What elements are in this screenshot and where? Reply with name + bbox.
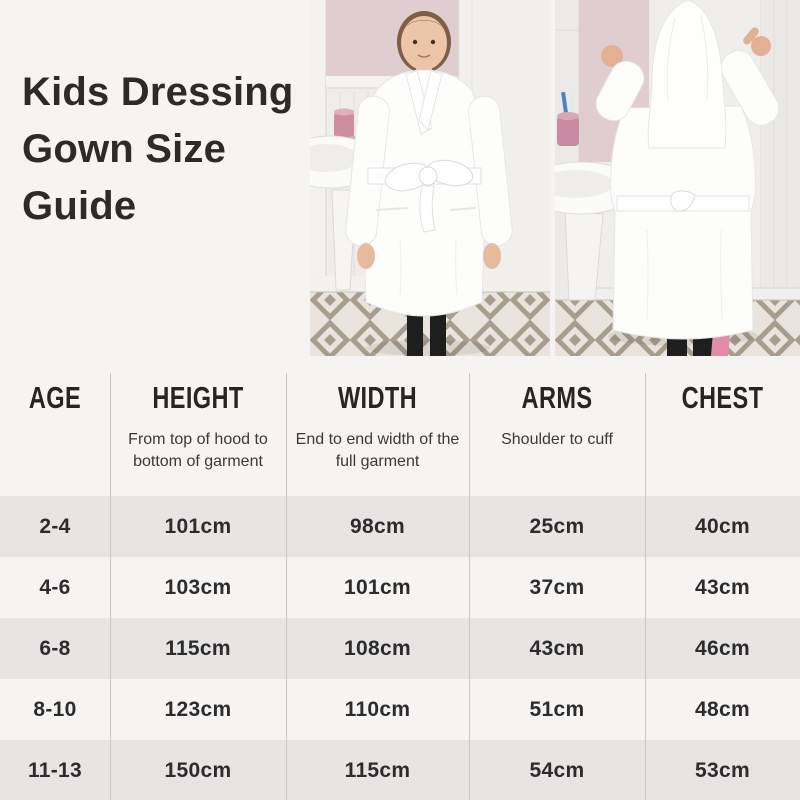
size-table-header: AGE HEIGHT From top of hood to bottom of… [0, 368, 800, 496]
hand-left [357, 243, 375, 269]
cell-chest: 48cm [695, 697, 750, 721]
title-line-3: Guide [22, 184, 137, 228]
column-header-chest: CHEST [645, 368, 800, 496]
cell-width: 98cm [350, 514, 405, 538]
sleeve-right-back [720, 50, 780, 126]
column-header-arms: ARMS Shoulder to cuff [469, 368, 645, 496]
hand-right [483, 243, 501, 269]
child-back [595, 0, 780, 356]
cell-height: 101cm [164, 514, 232, 538]
child-front [345, 11, 513, 356]
cell-height: 150cm [164, 758, 232, 782]
size-table-body: 2-4 101cm 98cm 25cm 40cm 4-6 103cm 101cm… [0, 496, 800, 800]
table-row-11-13: 11-13 150cm 115cm 54cm 53cm [0, 740, 800, 800]
column-divider [469, 373, 470, 800]
cell-arms: 54cm [529, 758, 585, 782]
cell-arms: 51cm [529, 697, 585, 721]
photo-back-view [555, 0, 800, 356]
collar-right [418, 70, 443, 132]
cell-height: 103cm [164, 575, 232, 599]
title-line-2: Gown Size [22, 127, 227, 171]
hood-up [647, 0, 727, 149]
cell-width: 101cm [344, 575, 411, 599]
cell-arms: 25cm [529, 514, 585, 538]
fist-left [601, 45, 623, 67]
column-header-height: HEIGHT From top of hood to bottom of gar… [110, 368, 286, 496]
column-subtitle-arms: Shoulder to cuff [501, 431, 613, 448]
hand-thumb-up [743, 27, 771, 56]
cell-arms: 37cm [529, 575, 585, 599]
belt-bow [367, 159, 482, 233]
robe-body-back [610, 105, 756, 340]
column-label-chest: CHEST [681, 380, 764, 415]
title-line-1: Kids Dressing [22, 70, 294, 114]
cell-height: 123cm [164, 697, 232, 721]
table-row-8-10: 8-10 123cm 110cm 51cm 48cm [0, 679, 800, 740]
column-divider [110, 373, 111, 800]
product-photos [310, 0, 800, 356]
cell-age: 11-13 [27, 758, 83, 782]
cell-width: 115cm [344, 758, 411, 782]
column-label-height: HEIGHT [152, 380, 244, 415]
column-subtitle-width: End to end width of the full garment [295, 431, 460, 470]
column-label-age: AGE [28, 380, 82, 415]
pink-slipper [711, 332, 730, 356]
column-subtitle-height: From top of hood to bottom of garment [128, 431, 268, 470]
cell-age: 6-8 [39, 636, 71, 660]
cell-height: 115cm [165, 636, 231, 660]
column-divider [286, 373, 287, 800]
cell-chest: 40cm [695, 514, 750, 538]
cell-age: 8-10 [33, 697, 77, 721]
table-row-2-4: 2-4 101cm 98cm 25cm 40cm [0, 496, 800, 557]
column-label-arms: ARMS [521, 380, 593, 415]
page-title: Kids Dressing Gown Size Guide [22, 64, 294, 235]
table-row-4-6: 4-6 103cm 101cm 37cm 43cm [0, 557, 800, 618]
column-header-width: WIDTH End to end width of the full garme… [286, 368, 469, 496]
cell-chest: 43cm [695, 575, 750, 599]
face [401, 16, 447, 70]
cell-arms: 43cm [529, 636, 585, 660]
toothbrush-cup [557, 89, 579, 146]
column-divider [645, 373, 646, 800]
legs-front [407, 308, 446, 356]
sleeve-left-back [595, 60, 645, 122]
cell-width: 110cm [344, 697, 411, 721]
cell-chest: 53cm [695, 758, 750, 782]
table-row-6-8: 6-8 115cm 108cm 43cm 46cm [0, 618, 800, 679]
column-label-width: WIDTH [337, 380, 418, 415]
cell-age: 2-4 [39, 514, 71, 538]
column-header-age: AGE [0, 368, 110, 496]
cell-chest: 46cm [695, 636, 750, 660]
photo-front-view [310, 0, 550, 356]
belt-back [616, 190, 750, 212]
cell-width: 108cm [344, 636, 411, 660]
cell-age: 4-6 [39, 575, 71, 599]
pink-cup [334, 108, 354, 139]
